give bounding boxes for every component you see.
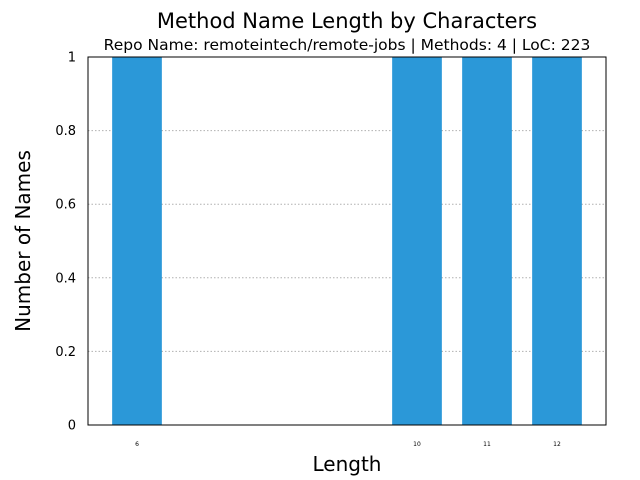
- x-tick-label: 10: [413, 441, 421, 448]
- x-tick-label: 12: [553, 441, 561, 448]
- chart-subtitle: Repo Name: remoteintech/remote-jobs | Me…: [103, 36, 591, 54]
- x-axis-ticks: 6 10 11 12: [135, 441, 561, 448]
- bar: [532, 57, 582, 425]
- bar: [112, 57, 162, 425]
- y-tick-label: 0.6: [55, 198, 76, 213]
- plot-area-frame: [87, 56, 607, 426]
- y-tick-label: 0: [68, 419, 76, 434]
- y-tick-label: 0.8: [55, 124, 76, 139]
- y-tick-label: 0.4: [55, 271, 76, 286]
- bars: [112, 57, 582, 425]
- y-tick-label: 0.2: [55, 345, 76, 360]
- y-axis-label: Number of Names: [11, 150, 35, 332]
- y-tick-label: 1: [68, 51, 76, 66]
- x-tick-label: 11: [483, 441, 491, 448]
- bar: [392, 57, 442, 425]
- chart-title: Method Name Length by Characters: [156, 9, 538, 33]
- x-axis-label: Length: [313, 452, 382, 476]
- bar: [462, 57, 512, 425]
- x-tick-label: 6: [135, 441, 139, 448]
- y-axis-ticks: 0 0.2 0.4 0.6 0.8 1: [55, 51, 76, 434]
- gridlines: [88, 130, 606, 352]
